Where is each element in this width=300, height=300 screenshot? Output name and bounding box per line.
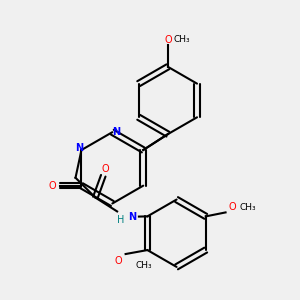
Text: O: O	[49, 181, 56, 191]
Text: O: O	[115, 256, 122, 266]
Text: N: N	[75, 143, 83, 153]
Text: CH₃: CH₃	[239, 203, 256, 212]
Text: H: H	[117, 215, 124, 225]
Text: N: N	[128, 212, 136, 222]
Text: O: O	[101, 164, 109, 174]
Text: CH₃: CH₃	[173, 35, 190, 44]
Text: O: O	[164, 35, 172, 45]
Text: O: O	[229, 202, 236, 212]
Text: N: N	[112, 127, 120, 137]
Text: CH₃: CH₃	[135, 261, 152, 270]
